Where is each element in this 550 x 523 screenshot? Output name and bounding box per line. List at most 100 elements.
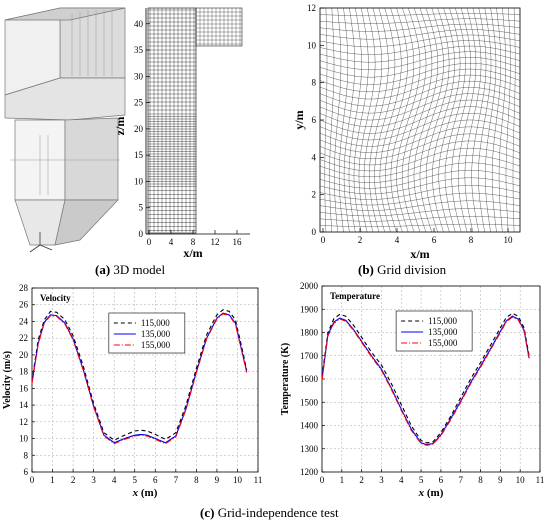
chart-velocity: 0 1 2 3 4 5 6 7 8 9 10 11 6 8 10 12 14 16 18 20 22 24 26 28 x (m… — [0, 280, 270, 502]
x-tick-label: 0 — [30, 475, 35, 485]
tick-label-x: 16 — [233, 237, 243, 247]
axis-label-x: x/m — [410, 247, 429, 261]
x-tick-label: 7 — [458, 475, 463, 485]
chart-temperature: 0 1 2 3 4 5 6 7 8 9 10 11 1200 1300 1400 1500 1600 1700 18… — [275, 280, 550, 502]
grid-figure: 0 2 4 6 8 10 12 0 2 4 6 8 10 y/m x/m — [292, 3, 521, 261]
caption-c: (c) Grid-independence test — [200, 505, 339, 520]
y-tick-label: 16 — [19, 383, 29, 393]
boiler-detail-lines — [10, 10, 120, 195]
tick-label-z: 10 — [134, 176, 144, 186]
series-line-1 — [31, 312, 248, 444]
y-tick-label: 1900 — [300, 304, 319, 314]
x-tick-label: 6 — [439, 475, 444, 485]
tick-label-x: 2 — [358, 235, 363, 245]
y-tick-label: 26 — [19, 300, 29, 310]
x-tick-label: 9 — [215, 475, 220, 485]
legend-label: 135,000 — [428, 327, 458, 337]
tick-label-x: 4 — [395, 235, 400, 245]
tick-label-x: 10 — [504, 235, 514, 245]
tick-label-z: 0 — [139, 229, 144, 239]
tick-label-x: 8 — [469, 235, 474, 245]
y-tick-label: 1300 — [300, 444, 319, 454]
x-tick-label: 4 — [399, 475, 404, 485]
x-tick-label: 2 — [359, 475, 364, 485]
tick-label-y: 12 — [307, 3, 316, 13]
tick-label-z: 15 — [134, 150, 144, 160]
tick-label-x: 12 — [211, 237, 220, 247]
chart-title: Temperature — [330, 291, 380, 301]
caption-a: (a) 3D model — [95, 262, 166, 277]
tick-label-y: 2 — [312, 190, 317, 200]
tick-label-z: 25 — [134, 98, 144, 108]
grid-mesh — [319, 7, 521, 233]
x-tick-label: 10 — [233, 475, 243, 485]
x-tick-label: 5 — [132, 475, 137, 485]
legend-label: 155,000 — [428, 338, 458, 348]
x-tick-label: 3 — [91, 475, 96, 485]
y-tick-label: 2000 — [300, 281, 319, 291]
y-tick-label: 18 — [19, 367, 29, 377]
x-tick-label: 6 — [153, 475, 158, 485]
x-tick-label: 1 — [50, 475, 55, 485]
panel-grid-division: 0 2 4 6 8 10 12 0 2 4 6 8 10 y/m x/m — [285, 0, 550, 262]
x-tick-label: 8 — [478, 475, 483, 485]
y-tick-label: 1800 — [300, 328, 319, 338]
x-tick-label: 9 — [498, 475, 503, 485]
tick-label-x: 8 — [191, 237, 196, 247]
y-axis-label: Temperature (K) — [280, 343, 291, 416]
tick-label-x: 6 — [432, 235, 437, 245]
legend-label: 115,000 — [141, 318, 170, 328]
y-tick-label: 1400 — [300, 421, 319, 431]
x-tick-label: 4 — [112, 475, 117, 485]
y-tick-label: 24 — [19, 316, 29, 326]
tick-label-z: 5 — [139, 203, 144, 213]
x-tick-label: 11 — [536, 475, 545, 485]
series-line-0 — [31, 309, 248, 441]
y-tick-label: 14 — [19, 400, 29, 410]
caption-b: (b) Grid division — [358, 262, 447, 277]
y-axis-label: Velocity (m/s) — [2, 351, 13, 409]
model-figure: 0 5 10 15 20 25 30 35 40 0 4 8 12 16 z/m x/m — [4, 7, 250, 260]
tick-label-x: 0 — [321, 235, 326, 245]
series-line-0 — [321, 312, 530, 444]
tick-label-y: 6 — [312, 115, 317, 125]
legend-label: 115,000 — [428, 316, 457, 326]
tick-label-y: 4 — [312, 152, 317, 162]
y-tick-label: 6 — [24, 467, 29, 477]
series-line-2 — [31, 313, 248, 445]
y-tick-label: 10 — [19, 434, 29, 444]
y-tick-label: 28 — [19, 283, 29, 293]
x-tick-label: 1 — [340, 475, 345, 485]
y-tick-label: 8 — [24, 450, 29, 460]
tick-label-y: 0 — [312, 227, 317, 237]
y-tick-label: 1200 — [300, 467, 319, 477]
tick-label-z: 20 — [134, 124, 144, 134]
axis-triad-icon — [29, 232, 53, 253]
x-tick-label: 11 — [254, 475, 263, 485]
tick-label-y: 10 — [307, 40, 317, 50]
x-tick-label: 0 — [320, 475, 325, 485]
tick-label-z: 35 — [134, 45, 144, 55]
axis-label-y: y/m — [292, 110, 306, 129]
y-tick-label: 22 — [19, 333, 28, 343]
tick-label-z: 30 — [134, 71, 144, 81]
tick-label-x: 0 — [147, 237, 152, 247]
x-tick-label: 5 — [419, 475, 424, 485]
series-line-2 — [321, 316, 530, 446]
y-tick-label: 12 — [19, 417, 28, 427]
boiler-3d-render — [4, 7, 126, 246]
mesh-axes — [145, 8, 250, 235]
tick-label-y: 8 — [312, 78, 317, 88]
tick-label-x: 4 — [169, 237, 174, 247]
y-tick-label: 1700 — [300, 351, 319, 361]
panel-3d-model: 0 5 10 15 20 25 30 35 40 0 4 8 12 16 z/m x/m — [0, 0, 270, 262]
legend-label: 155,000 — [141, 340, 171, 350]
x-tick-label: 2 — [71, 475, 76, 485]
y-tick-label: 20 — [19, 350, 29, 360]
tick-label-z: 40 — [134, 19, 144, 29]
mesh-side-view — [147, 7, 197, 234]
x-axis-label: x (m) — [132, 487, 158, 499]
y-tick-label: 1600 — [300, 374, 319, 384]
x-tick-label: 8 — [194, 475, 199, 485]
legend-label: 135,000 — [141, 329, 171, 339]
